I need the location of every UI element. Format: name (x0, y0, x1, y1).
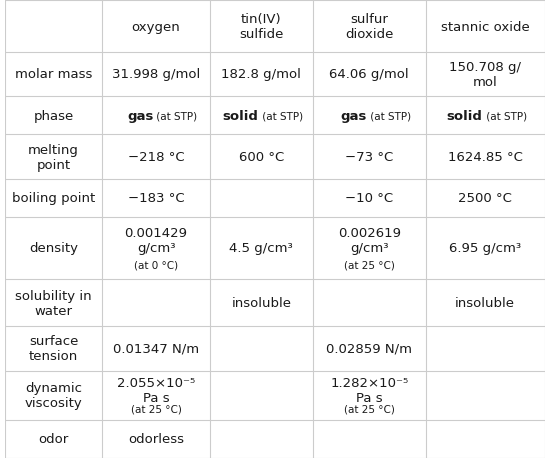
Text: dynamic
viscosity: dynamic viscosity (25, 381, 82, 409)
Text: stannic oxide: stannic oxide (441, 21, 530, 34)
Text: −218 °C: −218 °C (128, 151, 185, 164)
Text: (at 25 °C): (at 25 °C) (344, 404, 395, 414)
Text: −183 °C: −183 °C (128, 192, 185, 205)
Text: 150.708 g/
mol: 150.708 g/ mol (449, 61, 521, 89)
Text: 2500 °C: 2500 °C (458, 192, 512, 205)
Text: −10 °C: −10 °C (345, 192, 393, 205)
Text: sulfur
dioxide: sulfur dioxide (345, 13, 394, 41)
Text: (at STP): (at STP) (366, 111, 411, 121)
Text: odor: odor (38, 432, 69, 445)
Text: boiling point: boiling point (12, 192, 95, 205)
Text: 0.001429
g/cm³: 0.001429 g/cm³ (124, 226, 187, 254)
Text: (at 25 °C): (at 25 °C) (344, 260, 395, 269)
Text: tin(IV)
sulfide: tin(IV) sulfide (239, 13, 283, 41)
Text: gas: gas (127, 110, 153, 123)
Text: (at STP): (at STP) (259, 111, 302, 121)
Text: (at STP): (at STP) (153, 111, 198, 121)
Text: 2.055×10⁻⁵
Pa s: 2.055×10⁻⁵ Pa s (117, 376, 195, 404)
Text: 1.282×10⁻⁵
Pa s: 1.282×10⁻⁵ Pa s (330, 376, 408, 404)
Text: gas: gas (340, 110, 366, 123)
Text: 0.01347 N/m: 0.01347 N/m (113, 342, 199, 355)
Text: density: density (29, 242, 78, 255)
Text: solid: solid (223, 110, 259, 123)
Text: insoluble: insoluble (455, 297, 515, 309)
Text: solubility in
water: solubility in water (15, 289, 92, 317)
Text: phase: phase (33, 110, 74, 123)
Text: oxygen: oxygen (132, 21, 180, 34)
Text: (at 25 °C): (at 25 °C) (130, 404, 181, 414)
Text: 6.95 g/cm³: 6.95 g/cm³ (449, 242, 521, 255)
Text: odorless: odorless (128, 432, 184, 445)
Text: 0.02859 N/m: 0.02859 N/m (326, 342, 412, 355)
Text: 182.8 g/mol: 182.8 g/mol (221, 68, 301, 81)
Text: molar mass: molar mass (15, 68, 92, 81)
Text: 4.5 g/cm³: 4.5 g/cm³ (229, 242, 293, 255)
Text: 64.06 g/mol: 64.06 g/mol (329, 68, 409, 81)
Text: 0.002619
g/cm³: 0.002619 g/cm³ (338, 226, 401, 254)
Text: (at STP): (at STP) (483, 111, 527, 121)
Text: 1624.85 °C: 1624.85 °C (448, 151, 523, 164)
Text: solid: solid (447, 110, 483, 123)
Text: 31.998 g/mol: 31.998 g/mol (112, 68, 200, 81)
Text: (at 0 °C): (at 0 °C) (134, 260, 178, 269)
Text: surface
tension: surface tension (29, 335, 78, 363)
Text: melting
point: melting point (28, 143, 79, 171)
Text: insoluble: insoluble (232, 297, 291, 309)
Text: 600 °C: 600 °C (239, 151, 284, 164)
Text: −73 °C: −73 °C (345, 151, 393, 164)
